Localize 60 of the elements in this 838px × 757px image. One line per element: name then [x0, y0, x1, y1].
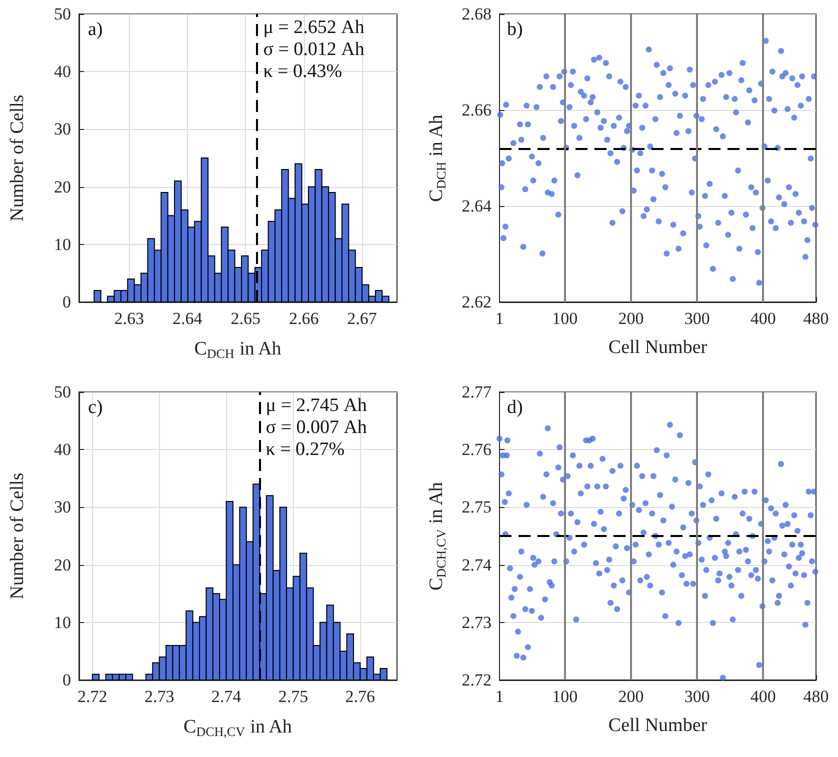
- x-axis-title: Cell Number: [608, 337, 708, 358]
- y-tick-label: 0: [62, 292, 71, 312]
- y-tick-label: 2.66: [462, 100, 492, 120]
- y-axis-title: CDCH in Ah: [426, 114, 448, 202]
- annotation: κ = 0.43%: [263, 61, 342, 82]
- x-tick-label: 300: [684, 309, 710, 328]
- y-axis-title: CDCH,CV in Ah: [426, 482, 448, 590]
- y-tick-label: 30: [54, 498, 71, 517]
- y-tick-label: 50: [54, 382, 71, 402]
- x-tick-label: 2.66: [288, 309, 319, 328]
- annotation: b): [507, 19, 523, 40]
- y-tick-label: 2.75: [462, 498, 492, 517]
- annotation: d): [507, 397, 523, 418]
- x-tick-label: 100: [552, 687, 578, 706]
- x-tick-label: 480: [803, 309, 829, 328]
- x-tick-label: 100: [552, 309, 578, 328]
- annotation: σ = 0.012 Ah: [263, 39, 365, 60]
- x-tick-label: 2.72: [78, 687, 108, 706]
- y-axis-title: Number of Cells: [7, 472, 28, 600]
- y-tick-label: 50: [54, 4, 71, 24]
- y-tick-label: 2.62: [462, 292, 492, 312]
- x-tick-label: 200: [618, 309, 644, 328]
- y-tick-label: 2.72: [462, 670, 492, 690]
- x-tick-label: 480: [803, 687, 829, 706]
- annotation: σ = 0.007 Ah: [266, 417, 368, 438]
- annotation: κ = 0.27%: [266, 439, 345, 460]
- y-tick-label: 40: [54, 62, 71, 82]
- annotation: μ = 2.745 Ah: [266, 395, 368, 416]
- x-tick-label: 400: [750, 309, 776, 328]
- y-tick-label: 2.68: [462, 4, 492, 24]
- y-tick-label: 40: [54, 440, 71, 460]
- y-tick-label: 20: [54, 555, 71, 574]
- y-tick-label: 2.74: [462, 555, 492, 574]
- x-tick-label: 1: [495, 687, 504, 706]
- annotation: c): [88, 397, 103, 418]
- y-tick-label: 10: [54, 234, 71, 254]
- y-tick-label: 2.76: [462, 440, 492, 460]
- y-tick-label: 10: [54, 612, 71, 632]
- y-tick-label: 20: [54, 177, 71, 196]
- y-tick-label: 2.77: [462, 382, 492, 402]
- x-tick-label: 200: [618, 687, 644, 706]
- x-tick-label: 2.74: [211, 687, 242, 706]
- x-tick-label: 400: [750, 687, 776, 706]
- annotation: a): [88, 19, 103, 40]
- annotation: μ = 2.652 Ah: [263, 17, 365, 38]
- y-tick-label: 2.64: [462, 196, 492, 216]
- y-tick-label: 2.73: [462, 612, 492, 632]
- x-tick-label: 2.63: [114, 309, 144, 328]
- x-tick-label: 300: [684, 687, 710, 706]
- x-axis-title: Cell Number: [608, 715, 708, 736]
- x-tick-label: 2.76: [345, 687, 376, 706]
- x-tick-label: 2.73: [144, 687, 174, 706]
- y-tick-label: 0: [62, 670, 71, 690]
- x-tick-label: 2.65: [230, 309, 260, 328]
- y-tick-label: 30: [54, 120, 71, 139]
- x-tick-label: 1: [495, 309, 504, 328]
- x-tick-label: 2.75: [278, 687, 308, 706]
- y-axis-title: Number of Cells: [7, 94, 28, 222]
- x-tick-label: 2.67: [347, 309, 378, 328]
- x-tick-label: 2.64: [172, 309, 203, 328]
